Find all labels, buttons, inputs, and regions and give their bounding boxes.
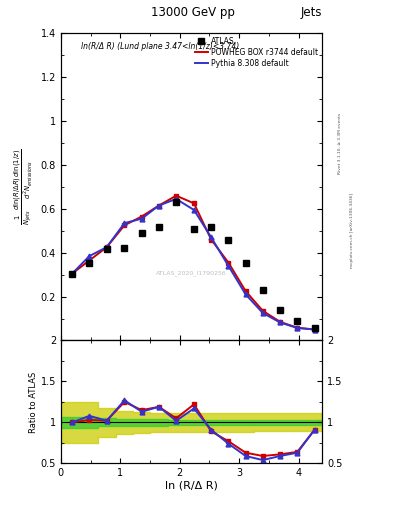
Line: POWHEG BOX r3744 default: POWHEG BOX r3744 default (72, 196, 314, 330)
Legend: ATLAS, POWHEG BOX r3744 default, Pythia 8.308 default: ATLAS, POWHEG BOX r3744 default, Pythia … (193, 35, 320, 70)
Y-axis label: $\frac{1}{N_{jets}}\frac{d\ln(R/\Delta R)\,d\ln(1/z)}{d^2 N_{emissions}}$: $\frac{1}{N_{jets}}\frac{d\ln(R/\Delta R… (13, 148, 35, 225)
Text: ln(R/Δ R) (Lund plane 3.47<ln(1/z)<3.74): ln(R/Δ R) (Lund plane 3.47<ln(1/z)<3.74) (81, 42, 239, 52)
ATLAS (122, 245, 127, 251)
Pythia 8.308 default (312, 327, 317, 333)
Pythia 8.308 default (226, 263, 231, 269)
ATLAS (70, 270, 75, 276)
POWHEG BOX r3744 default (174, 193, 178, 199)
POWHEG BOX r3744 default (226, 260, 231, 266)
Pythia 8.308 default (192, 207, 196, 213)
POWHEG BOX r3744 default (295, 325, 300, 331)
Pythia 8.308 default (174, 196, 178, 202)
Pythia 8.308 default (209, 234, 213, 241)
POWHEG BOX r3744 default (122, 222, 127, 228)
ATLAS (174, 199, 178, 205)
POWHEG BOX r3744 default (278, 319, 283, 325)
ATLAS (192, 225, 196, 231)
Y-axis label: Ratio to ATLAS: Ratio to ATLAS (29, 371, 38, 433)
Text: 13000 GeV pp: 13000 GeV pp (151, 7, 235, 19)
Text: Jets: Jets (301, 7, 322, 19)
Text: mcplots.cern.ch [arXiv:1306.3436]: mcplots.cern.ch [arXiv:1306.3436] (350, 193, 354, 268)
ATLAS (261, 287, 265, 293)
Pythia 8.308 default (156, 202, 161, 208)
ATLAS (295, 317, 300, 324)
Line: ATLAS: ATLAS (69, 199, 318, 332)
ATLAS (278, 307, 283, 313)
Line: Pythia 8.308 default: Pythia 8.308 default (72, 199, 314, 330)
Text: Rivet 3.1.10, ≥ 3.3M events: Rivet 3.1.10, ≥ 3.3M events (338, 113, 342, 174)
POWHEG BOX r3744 default (312, 327, 317, 333)
Pythia 8.308 default (104, 244, 109, 250)
POWHEG BOX r3744 default (261, 308, 265, 314)
Pythia 8.308 default (261, 310, 265, 316)
POWHEG BOX r3744 default (192, 200, 196, 206)
POWHEG BOX r3744 default (243, 288, 248, 294)
POWHEG BOX r3744 default (156, 202, 161, 208)
Pythia 8.308 default (295, 325, 300, 331)
ATLAS (312, 325, 317, 331)
ATLAS (87, 260, 92, 266)
X-axis label: ln (R/Δ R): ln (R/Δ R) (165, 481, 218, 491)
POWHEG BOX r3744 default (87, 258, 92, 264)
Pythia 8.308 default (278, 319, 283, 326)
Pythia 8.308 default (243, 291, 248, 297)
Pythia 8.308 default (140, 216, 144, 222)
Pythia 8.308 default (87, 253, 92, 259)
Pythia 8.308 default (122, 220, 127, 226)
ATLAS (209, 224, 213, 230)
ATLAS (243, 260, 248, 266)
Pythia 8.308 default (70, 270, 75, 276)
ATLAS (140, 230, 144, 236)
POWHEG BOX r3744 default (140, 214, 144, 220)
ATLAS (104, 246, 109, 252)
POWHEG BOX r3744 default (104, 244, 109, 250)
Text: ATLAS_2020_I1790256: ATLAS_2020_I1790256 (156, 270, 227, 276)
POWHEG BOX r3744 default (70, 270, 75, 276)
ATLAS (226, 237, 231, 243)
ATLAS (156, 224, 161, 230)
POWHEG BOX r3744 default (209, 237, 213, 243)
